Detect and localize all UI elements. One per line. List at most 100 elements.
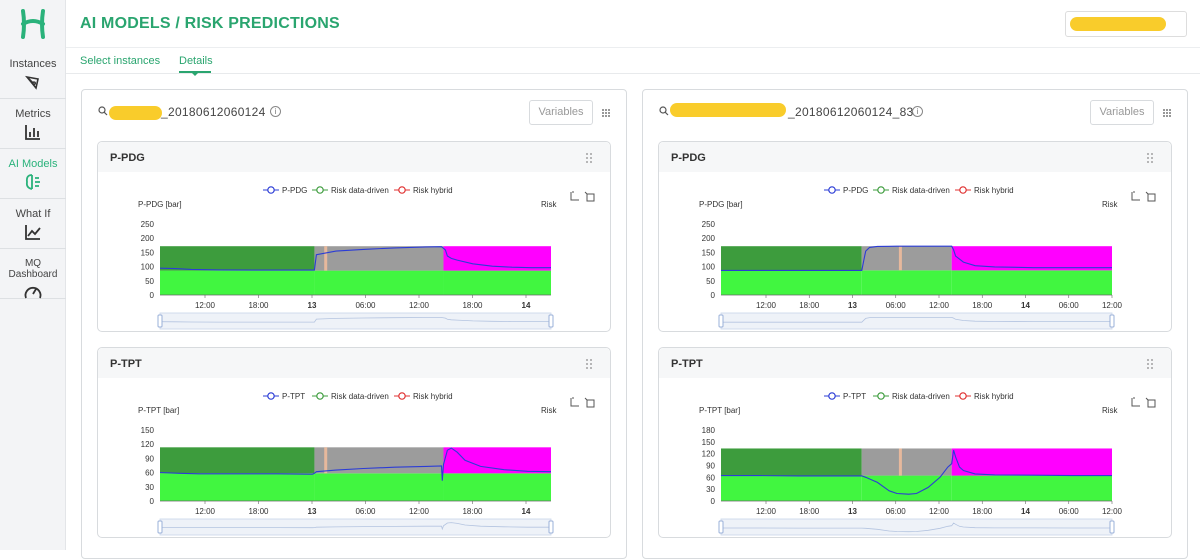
info-icon[interactable]: i	[270, 106, 281, 117]
risk-band-lower	[443, 270, 551, 295]
line-chart[interactable]: P-TPT Risk data-driven Risk hybrid P-TPT [b…	[98, 378, 612, 538]
zoom-icon	[1131, 397, 1140, 407]
nav-item-ai-models[interactable]: AI Models	[0, 149, 66, 199]
data-zoom-handle-left	[157, 314, 163, 328]
risk-band-lower	[314, 473, 444, 501]
logo-icon	[21, 9, 45, 39]
nav-label: Instances	[9, 58, 57, 70]
legend-label: P-TPT	[282, 392, 305, 401]
grid-menu-icon[interactable]	[1162, 108, 1172, 118]
drag-handle-icon[interactable]	[1147, 359, 1153, 369]
line-chart[interactable]: P-PDG Risk data-driven Risk hybrid P-PDG [b…	[98, 172, 612, 332]
x-tick-label: 12:00	[1102, 301, 1123, 310]
legend-label: Risk data-driven	[331, 186, 389, 195]
chart-card: P-PDG P-PDG Risk data-driven Risk hybrid P-…	[658, 141, 1172, 332]
risk-band-upper	[314, 447, 444, 474]
drag-handle-icon[interactable]	[586, 153, 592, 163]
x-tick-label: 13	[308, 301, 317, 310]
nav-item-instances[interactable]: Instances	[0, 49, 66, 99]
y-tick-label: 30	[706, 485, 715, 494]
app-logo[interactable]	[0, 0, 66, 48]
x-tick-label: 18:00	[799, 301, 820, 310]
x-tick-label: 14	[1021, 301, 1030, 310]
brain-icon	[25, 174, 40, 190]
y-tick-label: 150	[141, 426, 155, 435]
legend-label: P-TPT	[843, 392, 866, 401]
nav-item-what-if[interactable]: What If	[0, 199, 66, 249]
x-tick-label: 12:00	[756, 301, 777, 310]
page-title: AI MODELS / RISK PREDICTIONS	[80, 15, 340, 32]
variables-button[interactable]: Variables	[529, 100, 593, 125]
line-chart[interactable]: P-TPT Risk data-driven Risk hybrid P-TPT [b…	[659, 378, 1173, 538]
gauge-icon	[24, 286, 42, 299]
risk-band-upper	[951, 448, 1112, 476]
data-zoom-preview	[721, 316, 1112, 323]
drag-handle-icon[interactable]	[1147, 153, 1153, 163]
risk-band-lower	[721, 475, 862, 501]
user-menu[interactable]	[1065, 11, 1187, 37]
x-tick-label: 12:00	[409, 507, 430, 516]
x-tick-label: 18:00	[462, 301, 483, 310]
series-line	[159, 447, 552, 481]
restore-icon	[1145, 397, 1156, 408]
y-tick-label: 50	[706, 277, 715, 286]
data-zoom-handle-left	[157, 520, 163, 534]
instance-prefix-redacted	[109, 106, 162, 120]
info-icon[interactable]: i	[912, 106, 923, 117]
tab-details[interactable]: Details	[179, 55, 213, 67]
risk-band-upper	[721, 448, 862, 476]
data-zoom-handle-right	[1109, 520, 1115, 534]
y-tick-label: 60	[706, 473, 715, 482]
active-tab-caret	[191, 72, 199, 76]
line-chart[interactable]: P-PDG Risk data-driven Risk hybrid P-PDG [b…	[659, 172, 1173, 332]
nav-item-mq-dashboard[interactable]: MQ Dashboard	[0, 249, 66, 299]
search-icon[interactable]	[659, 106, 669, 116]
x-tick-label: 18:00	[799, 507, 820, 516]
legend-marker	[267, 186, 275, 194]
event-marker	[324, 447, 328, 474]
y-tick-label: 0	[711, 291, 716, 300]
card-header: P-PDG	[98, 142, 610, 172]
risk-band-upper	[314, 246, 444, 271]
data-zoom-handle-left	[718, 520, 724, 534]
risk-band-upper	[721, 246, 862, 271]
event-marker	[898, 246, 902, 271]
x-tick-label: 06:00	[886, 301, 907, 310]
legend-label: Risk data-driven	[892, 392, 950, 401]
legend-marker	[877, 186, 885, 194]
risk-band-upper	[443, 447, 551, 474]
legend-marker	[959, 186, 967, 194]
drag-handle-icon[interactable]	[586, 359, 592, 369]
risk-band-lower	[160, 270, 315, 295]
card-header: P-TPT	[98, 348, 610, 378]
risk-band-lower	[160, 473, 315, 501]
x-tick-label: 13	[848, 507, 857, 516]
x-tick-label: 12:00	[1102, 507, 1123, 516]
y-axis-label: P-TPT [bar]	[138, 406, 179, 415]
x-tick-label: 12:00	[929, 301, 950, 310]
nav-item-metrics[interactable]: Metrics	[0, 99, 66, 149]
legend-label: P-PDG	[843, 186, 868, 195]
legend-marker	[959, 392, 967, 400]
x-tick-label: 14	[522, 301, 531, 310]
tab-select-instances[interactable]: Select instances	[80, 55, 161, 67]
variables-button[interactable]: Variables	[1090, 100, 1154, 125]
y-tick-label: 50	[145, 277, 154, 286]
legend-label: Risk data-driven	[331, 392, 389, 401]
restore-icon	[584, 397, 595, 408]
card-header: P-TPT	[659, 348, 1171, 378]
x-tick-label: 13	[308, 507, 317, 516]
risk-band-upper	[160, 246, 315, 271]
chart-title: P-PDG	[671, 152, 706, 164]
y-axis-label: P-PDG [bar]	[138, 200, 182, 209]
chart-card: P-TPT P-TPT Risk data-driven Risk hybrid P-…	[658, 347, 1172, 538]
chart-title: P-PDG	[110, 152, 145, 164]
risk-band-lower	[951, 475, 1112, 501]
line-chart-icon	[25, 225, 41, 240]
grid-menu-icon[interactable]	[601, 108, 611, 118]
zoom-icon	[570, 397, 579, 407]
risk-band-upper	[861, 246, 952, 271]
card-header: P-PDG	[659, 142, 1171, 172]
y-tick-label: 120	[702, 450, 716, 459]
search-icon[interactable]	[98, 106, 108, 116]
